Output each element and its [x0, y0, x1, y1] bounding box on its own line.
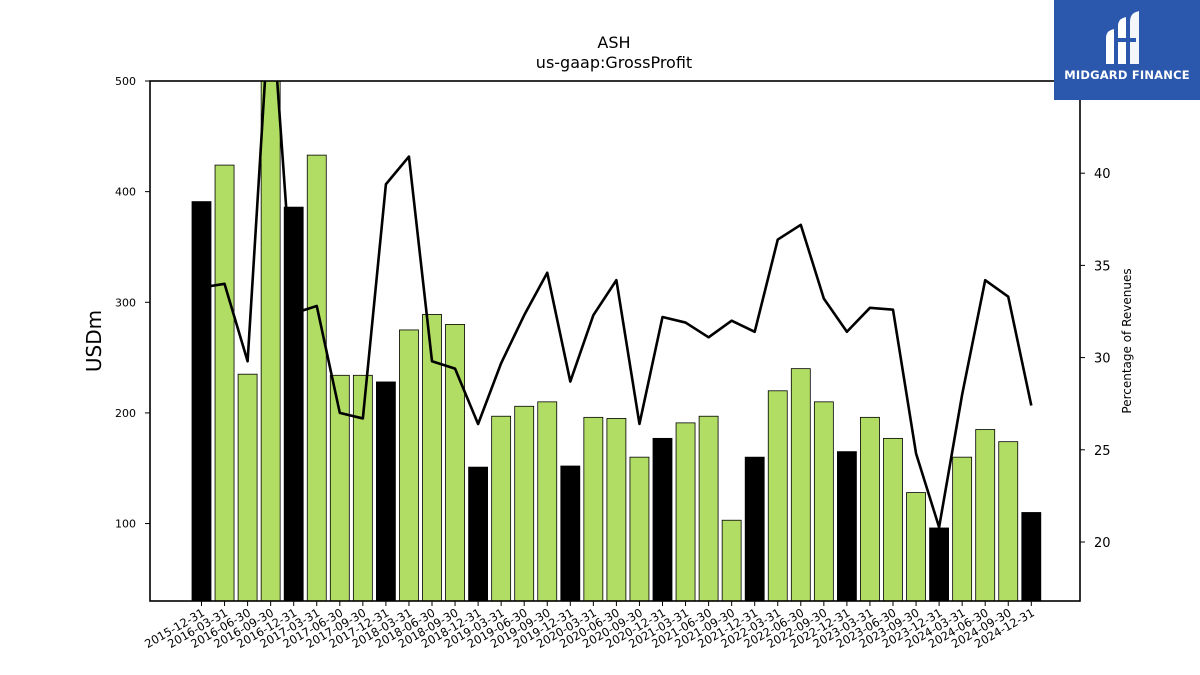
bar-2016-03-31 [214, 164, 235, 601]
bar-2024-12-31 [1021, 512, 1042, 601]
chart-subtitle: us-gaap:GrossProfit [536, 53, 692, 72]
ratio-line [201, 81, 1033, 529]
bar-2023-03-31 [860, 416, 880, 601]
bar-2019-06-30 [514, 405, 535, 601]
y2-tick-label: 30 [1094, 352, 1111, 367]
bar-2021-09-30 [721, 519, 742, 601]
bar-2024-09-30 [998, 441, 1019, 601]
y-axis-label: USDm [82, 310, 106, 372]
bar-2023-06-30 [883, 437, 903, 601]
bars-group [191, 81, 1042, 601]
bar-2022-06-30 [790, 368, 811, 601]
y2-axis-label: Percentage of Revenues [1120, 268, 1134, 413]
y2-tick-label: 25 [1094, 444, 1111, 459]
bar-2020-06-30 [606, 418, 627, 601]
bar-2022-09-30 [813, 401, 834, 601]
midgard-logo-icon [1106, 11, 1139, 64]
bar-2018-03-31 [399, 329, 419, 601]
brand-logo: MIDGARD FINANCE [1054, 0, 1200, 100]
bar-2021-03-31 [675, 422, 696, 601]
bar-2023-09-30 [906, 492, 926, 601]
bar-2015-12-31 [191, 201, 212, 601]
y2-tick-label: 40 [1094, 167, 1111, 182]
bar-2017-12-31 [375, 381, 396, 601]
bar-2016-09-30 [260, 81, 281, 601]
bar-2021-06-30 [698, 415, 719, 601]
bar-2020-03-31 [583, 416, 604, 601]
bar-2019-03-31 [491, 415, 512, 601]
bar-2020-09-30 [629, 456, 650, 601]
bar-2016-12-31 [283, 206, 304, 601]
chart-title: ASH [597, 33, 630, 52]
bar-2024-03-31 [952, 456, 973, 601]
bar-2023-12-31 [929, 527, 949, 601]
bar-2018-09-30 [445, 323, 465, 601]
bar-2024-06-30 [975, 429, 996, 601]
bar-2019-12-31 [560, 465, 581, 601]
y2-tick-label: 35 [1094, 259, 1111, 274]
brand-name: MIDGARD FINANCE [1064, 68, 1190, 82]
y-tick-label: 500 [115, 75, 136, 88]
y2-tick-label: 20 [1094, 536, 1111, 551]
bar-2021-12-31 [744, 456, 765, 601]
y-tick-label: 400 [115, 186, 136, 199]
bar-2022-12-31 [837, 451, 857, 601]
bar-2019-09-30 [537, 401, 558, 601]
y-tick-label: 300 [115, 296, 136, 309]
y-tick-label: 100 [115, 518, 136, 531]
bar-2022-03-31 [767, 390, 788, 601]
bar-2017-03-31 [306, 154, 327, 601]
y-tick-label: 200 [115, 407, 136, 420]
bar-2018-06-30 [422, 314, 442, 601]
bar-2020-12-31 [652, 437, 673, 601]
bar-2018-12-31 [468, 466, 489, 601]
bar-2016-06-30 [237, 373, 258, 601]
plot-frame [149, 80, 1081, 602]
